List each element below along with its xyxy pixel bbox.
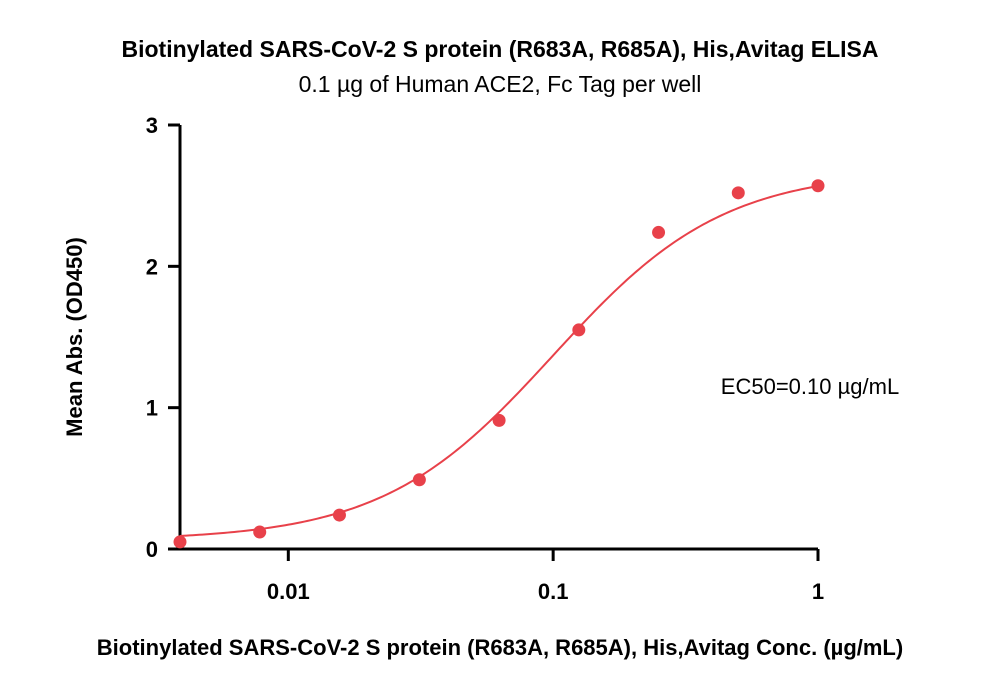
data-point bbox=[731, 186, 745, 200]
y-axis-label: Mean Abs. (OD450) bbox=[62, 237, 87, 437]
axes: 0 1 2 3 0.01 0.1 1 bbox=[146, 113, 824, 604]
x-tick-label: 0.1 bbox=[538, 579, 569, 604]
x-tick-label: 1 bbox=[812, 579, 824, 604]
y-tick-label: 0 bbox=[146, 537, 158, 562]
y-tick-label: 1 bbox=[146, 396, 158, 421]
y-tick-label: 2 bbox=[146, 254, 158, 279]
fit-curve bbox=[179, 185, 819, 537]
data-point bbox=[572, 323, 586, 337]
chart-subtitle: 0.1 µg of Human ACE2, Fc Tag per well bbox=[299, 71, 702, 97]
ec50-annotation: EC50=0.10 µg/mL bbox=[721, 374, 899, 399]
data-point bbox=[412, 473, 426, 487]
data-point bbox=[253, 525, 267, 539]
data-points-layer bbox=[173, 179, 825, 549]
data-point bbox=[332, 508, 346, 522]
x-tick-label: 0.01 bbox=[267, 579, 310, 604]
fit-curve-layer bbox=[179, 185, 819, 537]
data-point bbox=[173, 535, 187, 549]
x-axis-label: Biotinylated SARS-CoV-2 S protein (R683A… bbox=[97, 635, 903, 660]
data-point bbox=[492, 413, 506, 427]
chart-title: Biotinylated SARS-CoV-2 S protein (R683A… bbox=[121, 36, 878, 62]
data-point bbox=[811, 179, 825, 193]
y-tick-label: 3 bbox=[146, 113, 158, 138]
data-point bbox=[652, 225, 666, 239]
